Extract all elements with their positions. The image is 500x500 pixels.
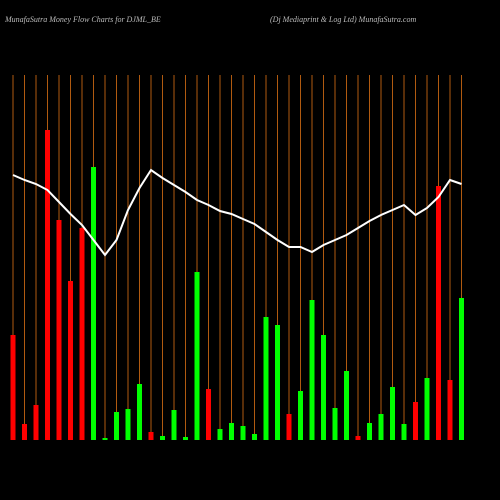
bar <box>114 412 119 440</box>
bar <box>355 436 361 440</box>
chart-title: MunafaSutra Money Flow Charts for DJML_B… <box>4 15 161 24</box>
bar <box>413 402 418 440</box>
bar <box>436 186 441 440</box>
bar <box>344 371 349 440</box>
price-line <box>12 168 462 257</box>
bar <box>137 384 142 440</box>
bar <box>229 423 234 440</box>
bar <box>102 438 108 440</box>
bar <box>321 335 326 440</box>
bar <box>217 429 223 440</box>
bar <box>125 409 131 440</box>
bar <box>424 378 430 440</box>
bar <box>378 414 384 440</box>
bar <box>252 434 257 440</box>
bar <box>183 437 188 440</box>
bar <box>206 389 211 440</box>
bar <box>447 380 453 440</box>
bar <box>275 325 280 440</box>
bar <box>459 298 464 440</box>
bar <box>22 424 27 440</box>
bar <box>68 281 73 440</box>
bar <box>91 167 96 440</box>
bar <box>33 405 39 440</box>
bar <box>401 424 407 440</box>
bar <box>240 426 246 440</box>
bar <box>45 130 50 440</box>
bar <box>390 387 395 440</box>
bar <box>194 272 200 440</box>
bar <box>79 228 85 440</box>
chart-subtitle: (Dj Mediaprint & Log Ltd) MunafaSutra.co… <box>270 15 416 24</box>
bar <box>309 300 315 440</box>
bar <box>10 335 16 440</box>
bar <box>367 423 372 440</box>
bar <box>286 414 292 440</box>
bar <box>148 432 154 440</box>
bar <box>332 408 338 440</box>
bar <box>298 391 303 440</box>
bar <box>56 220 62 440</box>
bar <box>263 317 269 440</box>
bar <box>160 436 165 440</box>
bar <box>171 410 177 440</box>
